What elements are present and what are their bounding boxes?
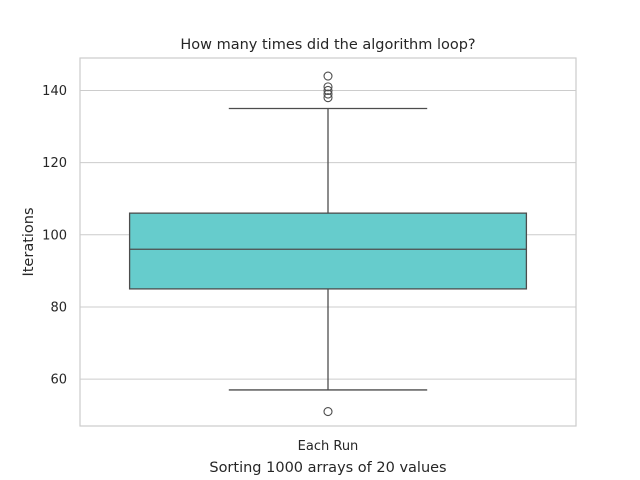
iqr-box: [128, 212, 528, 290]
x-axis-label: Sorting 1000 arrays of 20 values: [209, 460, 446, 476]
y-tick-label: 120: [42, 156, 67, 171]
plot-frame: [79, 57, 577, 427]
box-layer: [128, 71, 528, 417]
outlier-point: [323, 407, 333, 417]
y-axis-label: Iterations: [21, 207, 37, 276]
outlier-point: [323, 93, 333, 103]
y-tick-label: 140: [42, 84, 67, 99]
y-tick-label: 80: [50, 300, 67, 315]
y-tick-label: 60: [50, 373, 67, 388]
chart-title: How many times did the algorithm loop?: [180, 37, 475, 53]
outlier-point: [323, 82, 333, 92]
x-tick-label: Each Run: [298, 439, 359, 454]
y-tick-label: 100: [42, 228, 67, 243]
outlier-point: [323, 85, 333, 96]
outlier-point: [323, 89, 333, 99]
x-ticks: Each Run: [298, 439, 359, 454]
y-ticks: 60 80 100 120 140: [42, 84, 67, 388]
outlier-point: [323, 71, 333, 81]
